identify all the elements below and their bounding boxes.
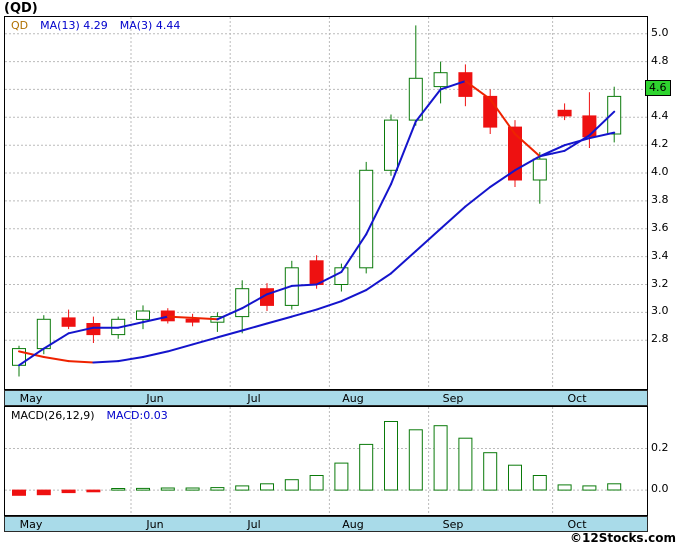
price-axis-label: 3.2 <box>651 277 669 290</box>
macd-value: MACD:0.03 <box>106 409 168 422</box>
month-label: Jun <box>146 518 164 531</box>
price-axis-label: 3.6 <box>651 221 669 234</box>
legend-symbol: QD <box>11 19 29 32</box>
copyright: ©12Stocks.com <box>570 531 676 545</box>
macd-panel: MACD(26,12,9) MACD:0.03 <box>4 406 648 516</box>
price-axis-label: 4.2 <box>651 137 669 150</box>
month-label: May <box>19 392 43 405</box>
price-axis-label: 4.0 <box>651 165 669 178</box>
price-axis-label: 4.4 <box>651 109 669 122</box>
legend-ma13: MA(13) 4.29 <box>40 19 108 32</box>
macd-canvas <box>5 407 647 515</box>
current-price-tag: 4.6 <box>645 80 671 96</box>
macd-title: MACD(26,12,9) <box>11 409 95 422</box>
month-label: Aug <box>342 392 364 405</box>
macd-axis: 0.2 0.0 <box>649 406 680 514</box>
month-label: Aug <box>342 518 364 531</box>
legend-ma3: MA(3) 4.44 <box>119 19 181 32</box>
price-axis-label: 3.4 <box>651 249 669 262</box>
macd-legend: MACD(26,12,9) MACD:0.03 <box>11 409 180 422</box>
price-axis-label: 3.0 <box>651 304 669 317</box>
month-label: Jul <box>247 392 261 405</box>
month-label: Oct <box>567 392 587 405</box>
price-axis-label: 4.8 <box>651 54 669 67</box>
month-label: Sep <box>442 392 464 405</box>
price-axis: 5.0 4.8 4.6 4.4 4.2 4.0 3.8 3.6 3.4 3.2 3.0 2.8 <box>645 16 680 388</box>
price-chart-legend: QD MA(13) 4.29 MA(3) 4.44 <box>11 19 192 32</box>
month-axis-top: May Jun Jul Aug Sep Oct <box>4 390 648 406</box>
price-chart-panel: QD MA(13) 4.29 MA(3) 4.44 <box>4 16 648 390</box>
month-label: Jun <box>146 392 164 405</box>
month-label: Oct <box>567 518 587 531</box>
price-axis-label: 2.8 <box>651 332 669 345</box>
price-chart-canvas <box>5 17 647 389</box>
month-label: Jul <box>247 518 261 531</box>
ticker-title: (QD) <box>4 1 38 16</box>
price-axis-label: 5.0 <box>651 26 669 39</box>
month-label: Sep <box>442 518 464 531</box>
macd-axis-label: 0.0 <box>651 482 669 495</box>
month-label: May <box>19 518 43 531</box>
price-axis-label: 3.8 <box>651 193 669 206</box>
macd-axis-label: 0.2 <box>651 441 669 454</box>
month-axis-bottom: May Jun Jul Aug Sep Oct <box>4 516 648 532</box>
